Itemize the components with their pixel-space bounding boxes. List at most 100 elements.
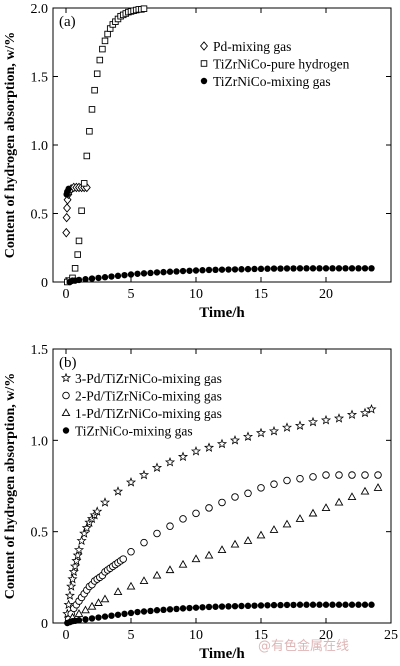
data-point: [255, 427, 267, 438]
data-point: [101, 37, 109, 45]
data-point: [238, 266, 245, 273]
y-tick-label: 0.5: [31, 208, 49, 223]
legend-marker: [62, 427, 70, 434]
data-point: [99, 45, 106, 53]
data-point: [75, 617, 83, 624]
data-point: [140, 270, 148, 277]
x-tick-label: 0: [63, 628, 70, 643]
data-point: [251, 602, 258, 609]
data-point: [78, 207, 85, 215]
data-point: [205, 603, 213, 611]
data-point: [355, 601, 362, 608]
data-point: [230, 539, 240, 548]
legend-marker: [200, 60, 208, 67]
data-point: [321, 503, 331, 511]
data-point: [80, 180, 88, 187]
series-triangle: [68, 483, 383, 621]
data-point: [283, 265, 291, 272]
data-point: [355, 265, 362, 272]
panel-b: 0 5 10 15 20 25 0 0.5 1.0 1.5 Time/h Content of hyd…: [3, 343, 398, 662]
data-point: [153, 529, 161, 538]
legend-marker: [60, 372, 72, 383]
x-tick-label: 20: [319, 628, 333, 643]
data-point: [151, 462, 163, 473]
legend-marker: [200, 41, 208, 51]
data-point: [94, 598, 103, 606]
data-point: [217, 545, 227, 553]
x-axis-label: Time/h: [199, 646, 245, 661]
data-point: [99, 497, 111, 507]
data-point: [64, 590, 75, 600]
data-point: [81, 605, 90, 614]
data-point: [153, 269, 161, 276]
data-point: [165, 565, 175, 574]
data-point: [268, 425, 280, 436]
data-point: [277, 265, 284, 272]
data-point: [205, 504, 213, 512]
legend-label: Pd-mixing gas: [213, 39, 291, 54]
data-point: [229, 435, 241, 445]
data-point: [368, 265, 375, 272]
data-point: [88, 275, 96, 282]
data-point: [348, 471, 356, 479]
data-point: [166, 522, 174, 530]
data-point: [309, 265, 317, 272]
panel-label: (a): [59, 14, 76, 30]
data-point: [361, 265, 369, 272]
data-point: [269, 525, 279, 533]
data-point: [264, 265, 271, 272]
data-point: [147, 607, 154, 615]
data-point: [87, 601, 97, 610]
data-point: [74, 251, 81, 258]
data-point: [125, 477, 137, 487]
data-point: [147, 269, 154, 277]
data-point: [264, 602, 271, 609]
data-point: [335, 265, 343, 272]
data-point: [66, 581, 77, 591]
data-point: [216, 438, 228, 449]
series-filled-circle: [64, 601, 375, 627]
x-tick-label: 10: [189, 628, 203, 643]
data-point: [242, 431, 254, 441]
data-point: [307, 416, 319, 427]
y-tick-label: 1.5: [31, 343, 49, 358]
data-point: [75, 276, 83, 284]
data-point: [342, 601, 349, 608]
legend-label: 3-Pd/TiZrNiCo-mixing gas: [75, 371, 222, 386]
data-point: [192, 267, 200, 274]
legend-label: 2-Pd/TiZrNiCo-mixing gas: [75, 389, 222, 404]
data-point: [290, 265, 297, 272]
data-point: [303, 265, 310, 272]
data-point: [126, 581, 136, 590]
data-point: [205, 266, 213, 274]
data-point: [108, 612, 115, 619]
data-point: [322, 265, 330, 272]
x-tick-label: 15: [254, 287, 268, 302]
data-point: [322, 471, 330, 479]
data-point: [152, 570, 162, 579]
watermark: @有色金属在线: [258, 639, 350, 654]
data-point: [283, 476, 291, 485]
data-point: [140, 5, 148, 12]
y-tick-label: 0: [41, 276, 48, 291]
y-axis-label: Content of hydrogen absorption, w/%: [3, 373, 18, 600]
data-point: [316, 265, 323, 272]
data-point: [361, 471, 369, 479]
data-point: [71, 555, 82, 566]
data-point: [121, 610, 128, 618]
data-point: [76, 535, 87, 546]
data-point: [63, 599, 74, 610]
data-point: [88, 615, 96, 622]
data-point: [95, 274, 102, 282]
data-point: [179, 515, 187, 523]
data-point: [173, 268, 180, 275]
data-point: [192, 509, 200, 518]
data-point: [238, 602, 245, 610]
data-point: [218, 266, 226, 273]
legend-marker: [62, 391, 70, 400]
data-point: [179, 267, 187, 275]
series-star: [62, 403, 377, 619]
data-point: [160, 268, 167, 276]
